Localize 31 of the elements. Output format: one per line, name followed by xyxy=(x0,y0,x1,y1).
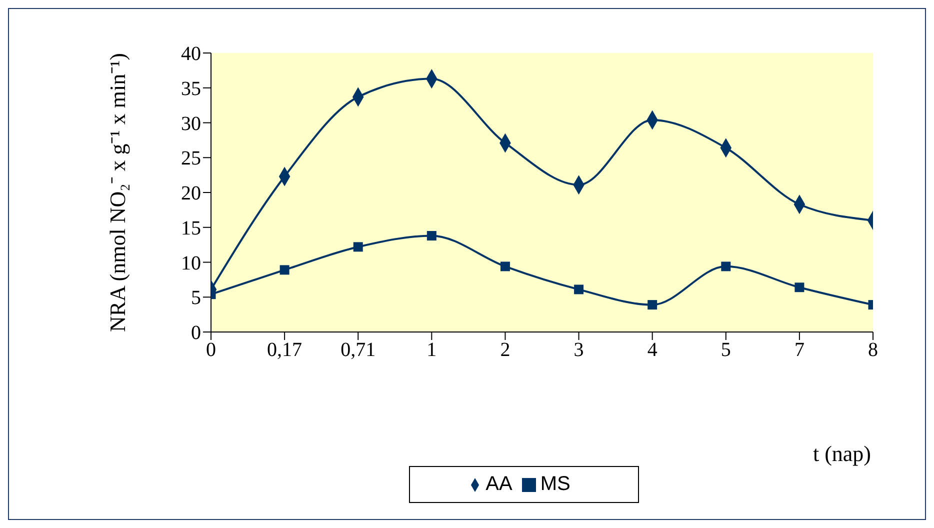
y-tick-label: 5 xyxy=(191,287,201,310)
point xyxy=(426,231,436,240)
y-tick-label: 20 xyxy=(181,182,201,205)
x-tick-label: 3 xyxy=(574,339,584,362)
point xyxy=(574,284,584,294)
y-tick-label: 0 xyxy=(191,322,201,344)
x-tick-label: 2 xyxy=(500,339,510,362)
y-tick-label: 10 xyxy=(181,252,201,274)
y-tick-label: 15 xyxy=(181,217,201,240)
point xyxy=(794,282,804,292)
x-tick-label: 0 xyxy=(206,339,216,362)
point xyxy=(353,242,363,252)
x-tick-label: 5 xyxy=(720,339,731,362)
x-tick-label: 8 xyxy=(868,339,878,362)
y-tick-label: 40 xyxy=(181,43,201,66)
x-tick-label: 0,17 xyxy=(267,339,302,362)
x-tick-label: 1 xyxy=(426,339,437,362)
legend-label: AA xyxy=(486,473,512,495)
point xyxy=(500,262,510,272)
y-tick-label: 30 xyxy=(181,112,201,135)
legend-label: MS xyxy=(540,473,570,495)
x-axis-title: t (nap) xyxy=(812,441,871,467)
x-tick-label: 7 xyxy=(794,339,804,362)
point xyxy=(280,265,290,275)
point xyxy=(648,300,658,310)
y-axis-title: NRA (nmol NO₂⁻ x g⁻¹ x min⁻¹) xyxy=(104,53,130,332)
point xyxy=(721,262,731,272)
y-tick-label: 35 xyxy=(181,78,201,100)
y-tick-label: 25 xyxy=(181,148,201,170)
x-tick-label: 4 xyxy=(647,339,658,362)
x-tick-label: 0,71 xyxy=(340,339,376,362)
